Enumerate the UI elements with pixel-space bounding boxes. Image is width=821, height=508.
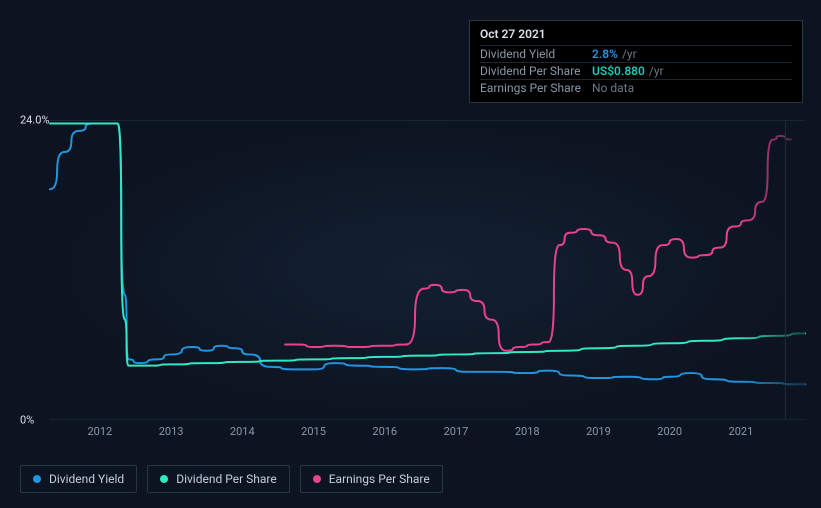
series-line-eps bbox=[285, 136, 791, 351]
tooltip-row-label: Earnings Per Share bbox=[480, 81, 592, 95]
line-chart-svg bbox=[50, 121, 805, 419]
legend-dot-icon bbox=[33, 475, 41, 483]
tooltip-row-value: 2.8% bbox=[592, 47, 618, 61]
series-line-yield bbox=[50, 123, 805, 384]
x-axis-tick: 2021 bbox=[729, 425, 754, 438]
x-axis-tick: 2013 bbox=[159, 425, 184, 438]
x-axis-tick: 2017 bbox=[444, 425, 469, 438]
x-axis-tick: 2020 bbox=[657, 425, 682, 438]
chart-tooltip: Oct 27 2021 Dividend Yield2.8%/yrDividen… bbox=[469, 20, 803, 103]
x-axis-tick: 2015 bbox=[301, 425, 326, 438]
legend-item-dps[interactable]: Dividend Per Share bbox=[147, 465, 290, 493]
legend-label: Dividend Per Share bbox=[176, 472, 277, 486]
series-line-dps bbox=[50, 123, 805, 365]
tooltip-row: Dividend Per ShareUS$0.880/yr bbox=[480, 62, 792, 79]
legend-label: Earnings Per Share bbox=[329, 472, 430, 486]
x-axis: 2012 2013 2014 2015 2016 2017 2018 2019 2020 2021 bbox=[50, 425, 805, 445]
x-axis-tick: 2012 bbox=[87, 425, 112, 438]
tooltip-row: Earnings Per ShareNo data bbox=[480, 79, 792, 96]
legend-dot-icon bbox=[313, 475, 321, 483]
legend-item-eps[interactable]: Earnings Per Share bbox=[300, 465, 443, 493]
tooltip-row-value: US$0.880 bbox=[592, 64, 645, 78]
tooltip-row-suffix: /yr bbox=[622, 47, 637, 61]
plot-area[interactable] bbox=[50, 120, 805, 420]
x-axis-tick: 2016 bbox=[372, 425, 397, 438]
legend-dot-icon bbox=[160, 475, 168, 483]
legend-item-yield[interactable]: Dividend Yield bbox=[20, 465, 137, 493]
tooltip-row-suffix: /yr bbox=[649, 64, 664, 78]
legend-label: Dividend Yield bbox=[49, 472, 124, 486]
cursor-line bbox=[785, 121, 786, 419]
chart-legend: Dividend Yield Dividend Per Share Earnings… bbox=[20, 465, 443, 493]
y-axis-label: 0% bbox=[20, 414, 34, 427]
tooltip-row-label: Dividend Yield bbox=[480, 47, 592, 61]
tooltip-row: Dividend Yield2.8% /yr bbox=[480, 45, 792, 62]
x-axis-tick: 2014 bbox=[230, 425, 255, 438]
x-axis-tick: 2018 bbox=[515, 425, 540, 438]
tooltip-date: Oct 27 2021 bbox=[480, 27, 792, 45]
chart-container: 24.0%0% Past 201220132014201520162017201… bbox=[20, 105, 805, 435]
tooltip-row-label: Dividend Per Share bbox=[480, 64, 592, 78]
x-axis-tick: 2019 bbox=[586, 425, 611, 438]
y-axis-label: 24.0% bbox=[20, 114, 50, 127]
tooltip-row-value: No data bbox=[592, 81, 634, 95]
